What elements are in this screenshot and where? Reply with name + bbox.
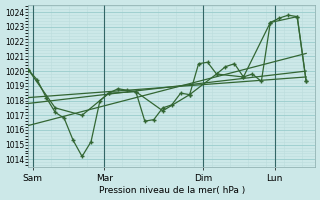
X-axis label: Pression niveau de la mer( hPa ): Pression niveau de la mer( hPa ) [99, 186, 245, 195]
